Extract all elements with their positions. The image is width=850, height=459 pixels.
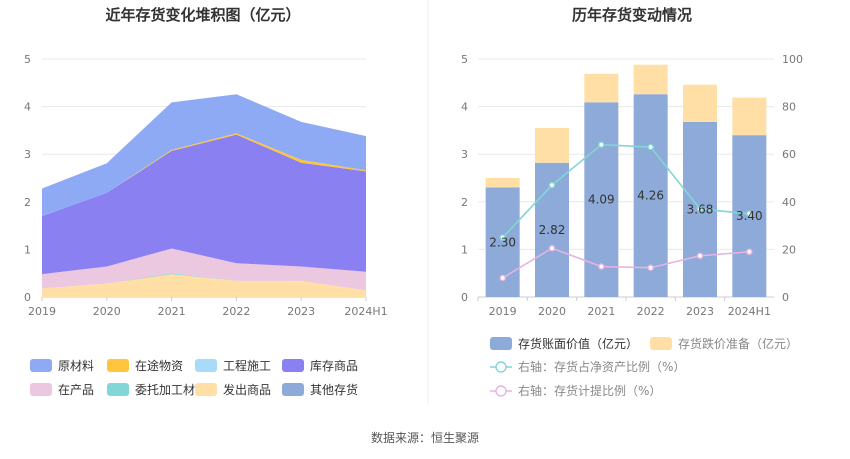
right-y-tick: 5 — [461, 53, 468, 66]
line-point-0 — [499, 234, 506, 241]
right-x-tick: 2020 — [538, 305, 566, 318]
legend-label-委托加工材料: 委托加工材料 — [135, 383, 207, 397]
left-y-tick: 4 — [24, 101, 31, 114]
line-series-1 — [502, 247, 750, 279]
bar-value-label: 2.30 — [489, 235, 516, 249]
right-y2-tick: 0 — [782, 291, 789, 304]
left-y-tick: 2 — [24, 196, 31, 209]
left-y-tick: 0 — [24, 291, 31, 304]
left-y-tick: 1 — [24, 243, 31, 256]
right-y-tick: 2 — [461, 196, 468, 209]
legend-swatch-工程施工 — [195, 359, 217, 372]
line-point-1 — [746, 248, 753, 256]
line-point-0 — [598, 141, 605, 148]
right-lines — [499, 141, 753, 282]
legend-label-原材料: 原材料 — [58, 359, 94, 373]
area-在途物资 — [42, 133, 366, 217]
bar-impairment — [633, 64, 668, 95]
legend-label-bar-0: 存货账面价值（亿元） — [518, 336, 638, 351]
bar-impairment — [584, 73, 619, 103]
bar-value-label: 4.26 — [637, 189, 664, 203]
right-x-tick: 2021 — [587, 305, 615, 318]
right-y2-tick: 80 — [782, 101, 796, 114]
line-point-0 — [647, 143, 654, 151]
line-point-1 — [548, 244, 556, 252]
left-x-tick: 2021 — [158, 305, 186, 318]
legend-label-发出商品: 发出商品 — [223, 382, 271, 397]
legend-swatch-委托加工材料 — [107, 383, 129, 396]
right-axis: 0 1 2 3 4 5 0 20 40 60 80 100 2019 2020 2021 2022 2023 20… — [461, 53, 803, 318]
right-y2-tick: 60 — [782, 148, 796, 161]
legend-label-line-1: 右轴：存货计提比例（%） — [518, 383, 661, 398]
right-x-tick: 2022 — [637, 305, 665, 318]
bar-impairment — [732, 97, 767, 136]
line-point-1 — [598, 263, 605, 270]
legend-swatch-在途物资 — [107, 359, 129, 372]
legend-label-line-0: 右轴：存货占净资产比例（%） — [518, 359, 685, 374]
left-x-tick: 2024H1 — [344, 305, 387, 318]
area-原材料 — [42, 94, 366, 217]
bar-value-label: 2.82 — [539, 223, 566, 237]
left-x-tick: 2023 — [287, 305, 315, 318]
area-发出商品 — [42, 274, 366, 297]
left-y-tick: 3 — [24, 148, 31, 161]
right-y-tick: 3 — [461, 148, 468, 161]
legend-label-在途物资: 在途物资 — [135, 358, 183, 373]
right-y-tick: 1 — [461, 243, 468, 256]
legend-label-在产品: 在产品 — [58, 383, 94, 397]
legend-label-bar-1: 存货跌价准备（亿元） — [678, 336, 798, 351]
right-y-tick: 0 — [461, 291, 468, 304]
right-y2-tick: 20 — [782, 243, 796, 256]
legend-swatch-发出商品 — [195, 383, 217, 396]
left-chart-title: 近年存货变化堆积图（亿元） — [105, 6, 300, 24]
left-x-tick: 2022 — [222, 305, 250, 318]
left-y-tick: 5 — [24, 53, 31, 66]
legend-swatch-原材料 — [30, 359, 52, 372]
area-在产品 — [42, 248, 366, 291]
right-y2-tick: 100 — [782, 53, 803, 66]
bar-value-label: 4.09 — [588, 193, 615, 207]
bar-impairment — [485, 178, 520, 188]
line-point-0 — [696, 205, 704, 213]
area-库存商品 — [42, 134, 366, 275]
legend-swatch-其他存货 — [282, 383, 304, 396]
legend-swatch-库存商品 — [282, 359, 304, 372]
left-axis: 0 1 2 3 4 5 2019 2020 2021 2022 2023 2024H1 — [24, 53, 388, 318]
line-point-0 — [548, 181, 556, 189]
left-x-tick: 2020 — [93, 305, 121, 318]
legend-marker-1 — [495, 385, 507, 397]
left-x-tick: 2019 — [28, 305, 56, 318]
line-point-0 — [746, 210, 753, 217]
right-data-labels: 2.30 2.82 4.09 4.26 3.68 3.40 — [489, 189, 762, 250]
bar-impairment — [535, 128, 569, 163]
line-point-1 — [499, 274, 506, 282]
legend-swatch-bar-1 — [650, 337, 672, 350]
data-source: 数据来源：恒生聚源 — [371, 430, 479, 445]
line-point-1 — [647, 264, 654, 272]
left-stacked-areas — [42, 94, 366, 297]
right-y2-tick: 40 — [782, 196, 796, 209]
legend-label-工程施工: 工程施工 — [223, 358, 271, 373]
bar-value-label: 3.68 — [687, 202, 714, 216]
line-point-1 — [696, 252, 704, 260]
right-x-tick: 2019 — [489, 305, 517, 318]
right-grid — [478, 58, 774, 298]
legend-swatch-bar-0 — [490, 337, 512, 350]
right-y-tick: 4 — [461, 101, 468, 114]
right-x-tick: 2024H1 — [728, 305, 771, 318]
right-chart-title: 历年存货变动情况 — [572, 6, 692, 24]
bar-value-label: 3.40 — [736, 209, 763, 223]
legend-marker-0 — [495, 361, 507, 373]
line-series-0 — [502, 143, 750, 239]
bar-book-value — [633, 94, 668, 297]
bar-impairment — [683, 84, 717, 122]
right-legend: 存货账面价值（亿元） 存货跌价准备（亿元） 右轴：存货占净资产比例（%） 右轴：存货计… — [490, 336, 798, 398]
legend-label-库存商品: 库存商品 — [310, 358, 358, 373]
right-x-tick: 2023 — [686, 305, 714, 318]
legend-label-其他存货: 其他存货 — [310, 382, 358, 397]
legend-swatch-在产品 — [30, 383, 52, 396]
